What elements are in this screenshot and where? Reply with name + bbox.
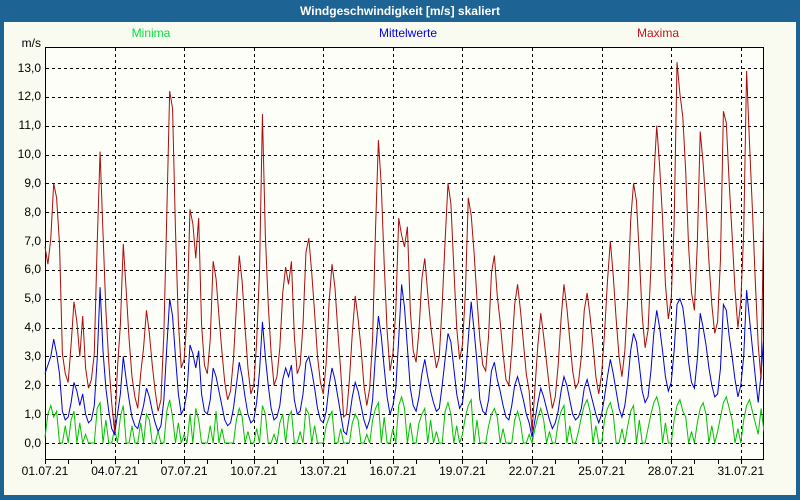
y-axis-tick-label: 6,0 [24,262,41,277]
y-axis-tick-label: 10,0 [17,147,41,162]
x-axis-tick-label: 13.07.21 [299,464,347,478]
y-axis-tick-label: 1,0 [24,406,41,421]
legend-mittelwerte: Mittelwerte [378,26,438,40]
x-axis-tick-label: 16.07.21 [369,464,417,478]
legend-maxima: Maxima [636,26,680,40]
legend-minima: Minima [131,26,171,40]
y-axis-tick-label: 11,0 [18,118,41,133]
series-minima [44,395,764,445]
y-axis-tick-label: 5,0 [24,291,41,306]
x-axis-tick-label: 28.07.21 [647,464,695,478]
y-axis-tick-label: 7,0 [24,233,41,248]
x-axis-tick-label: 25.07.21 [578,464,625,478]
x-axis-tick-label: 01.07.21 [21,464,69,478]
x-axis-tick-label: 31.07.21 [717,464,765,478]
x-axis-tick-label: 10.07.21 [230,464,278,478]
x-axis-tick-label: 04.07.21 [91,464,138,478]
window-title: Windgeschwindigkeit [m/s] skaliert [300,4,500,18]
plot-border [45,47,764,460]
x-axis-tick-label: 22.07.21 [508,464,556,478]
y-axis-tick-label: 2,0 [24,377,41,392]
y-axis-tick-label: 0,0 [24,435,41,450]
y-axis-tick-label: 9,0 [24,175,41,190]
y-axis-unit-label: m/s [21,36,41,50]
series-mittelwerte [44,284,764,438]
y-axis-tick-label: 13,0 [17,60,41,75]
series-maxima [44,62,764,432]
x-axis-tick-label: 07.07.21 [160,464,208,478]
plot-canvas [44,47,764,464]
x-axis-tick-label: 19.07.21 [439,464,486,478]
y-axis-tick-label: 8,0 [24,204,41,219]
y-axis-tick-label: 4,0 [24,320,41,335]
y-axis-tick-label: 3,0 [24,348,41,363]
title-bar[interactable]: Windgeschwindigkeit [m/s] skaliert [4,0,796,22]
y-axis-tick-label: 12,0 [17,89,41,104]
